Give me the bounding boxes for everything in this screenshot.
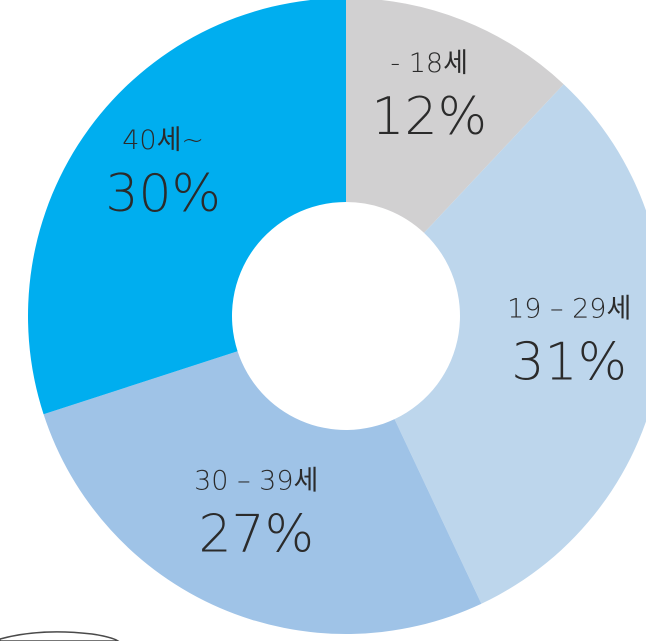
slices-group (28, 0, 646, 634)
slice-40 (28, 0, 346, 415)
category-label-30-39: 30 – 39세 (194, 465, 318, 496)
decorative-arc (0, 631, 120, 641)
category-label-40: 40세~ (122, 125, 204, 156)
value-label-19-29: 31% (511, 332, 627, 392)
value-label-40: 30% (105, 164, 221, 224)
value-label-18: 12% (371, 87, 487, 147)
category-label-18: - 18세 (390, 48, 468, 79)
category-label-19-29: 19 – 29세 (507, 293, 631, 324)
labels-group: - 18세 12% 19 – 29세 31% 30 – 39세 27% 40세~ 30% (105, 48, 631, 565)
slice-30-39 (43, 351, 482, 634)
slice-18 (346, 0, 564, 233)
slice-19-29 (394, 84, 646, 604)
value-label-30-39: 27% (198, 504, 314, 564)
